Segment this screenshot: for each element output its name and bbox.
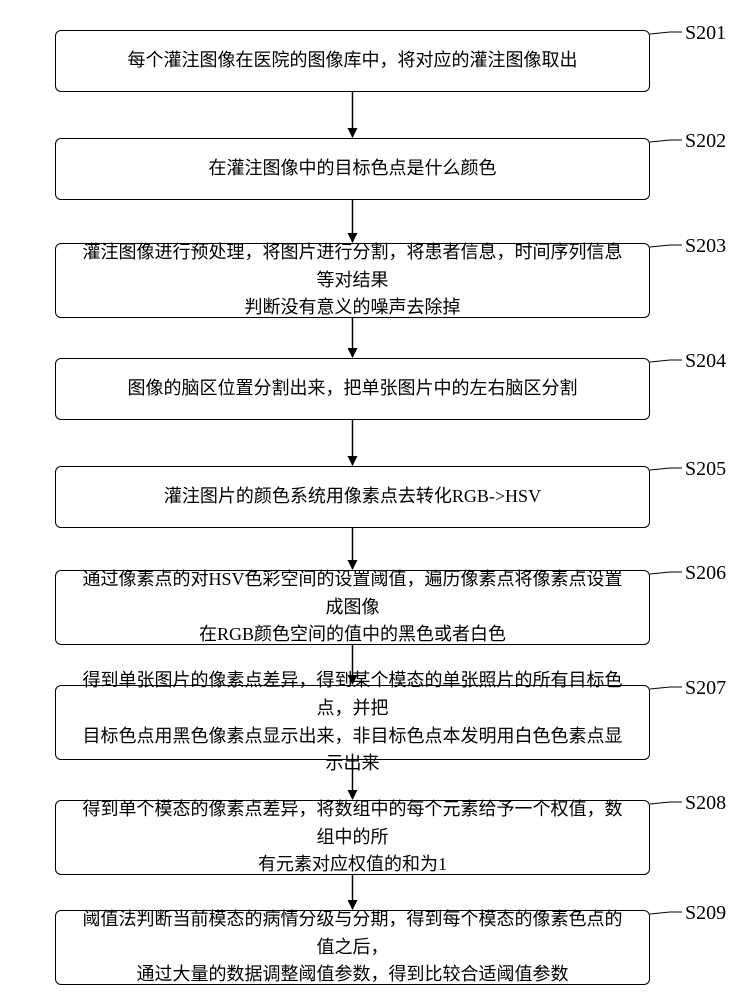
step-label-S204: S204 [685,350,726,373]
flow-node-text: 通过像素点的对HSV色彩空间的设置阈值，遍历像素点将像素点设置成图像 在RGB颜… [76,566,629,650]
step-label-S206: S206 [685,562,726,585]
flow-node-text: 得到单张图片的像素点差异，得到某个模态的单张照片的所有目标色点，并把 目标色点用… [76,667,629,779]
flow-node-S209: 阈值法判断当前模态的病情分级与分期，得到每个模态的像素色点的值之后， 通过大量的… [55,910,650,985]
flow-node-text: 图像的脑区位置分割出来，把单张图片中的左右脑区分割 [128,375,578,403]
step-label-S201: S201 [685,22,726,45]
flow-node-text: 阈值法判断当前模态的病情分级与分期，得到每个模态的像素色点的值之后， 通过大量的… [76,906,629,990]
flow-node-text: 得到单个模态的像素点差异，将数组中的每个元素给予一个权值，数组中的所 有元素对应… [76,796,629,880]
flowchart-canvas: 每个灌注图像在医院的图像库中，将对应的灌注图像取出 S201 在灌注图像中的目标色点… [0,0,739,1000]
flow-node-text: 每个灌注图像在医院的图像库中，将对应的灌注图像取出 [128,47,578,75]
flow-node-S205: 灌注图片的颜色系统用像素点去转化RGB->HSV [55,466,650,528]
flow-node-S208: 得到单个模态的像素点差异，将数组中的每个元素给予一个权值，数组中的所 有元素对应… [55,800,650,875]
flow-node-S206: 通过像素点的对HSV色彩空间的设置阈值，遍历像素点将像素点设置成图像 在RGB颜… [55,570,650,645]
step-label-S205: S205 [685,458,726,481]
step-label-S203: S203 [685,235,726,258]
flow-node-text: 在灌注图像中的目标色点是什么颜色 [209,155,497,183]
flow-node-S201: 每个灌注图像在医院的图像库中，将对应的灌注图像取出 [55,30,650,92]
step-label-S207: S207 [685,677,726,700]
flow-node-text: 灌注图片的颜色系统用像素点去转化RGB->HSV [164,483,541,511]
flow-node-text: 灌注图像进行预处理，将图片进行分割，将患者信息，时间序列信息等对结果 判断没有意… [76,239,629,323]
flow-node-S207: 得到单张图片的像素点差异，得到某个模态的单张照片的所有目标色点，并把 目标色点用… [55,685,650,760]
step-label-S202: S202 [685,130,726,153]
step-label-S209: S209 [685,902,726,925]
flow-node-S204: 图像的脑区位置分割出来，把单张图片中的左右脑区分割 [55,358,650,420]
flow-node-S203: 灌注图像进行预处理，将图片进行分割，将患者信息，时间序列信息等对结果 判断没有意… [55,243,650,318]
step-label-S208: S208 [685,792,726,815]
flow-node-S202: 在灌注图像中的目标色点是什么颜色 [55,138,650,200]
